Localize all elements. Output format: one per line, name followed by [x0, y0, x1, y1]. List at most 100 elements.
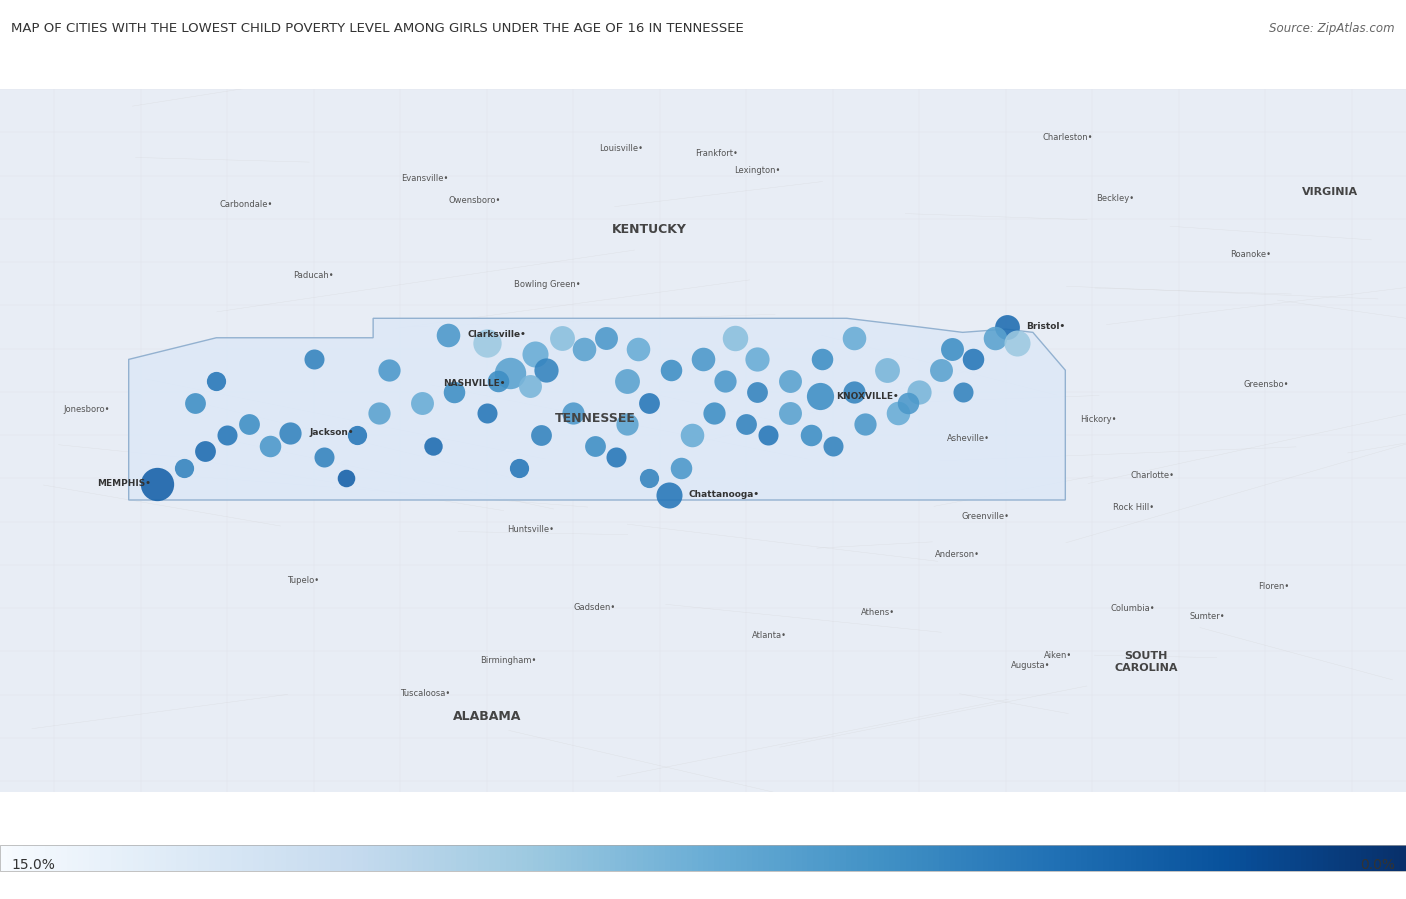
Point	[713, 374, 735, 388]
Text: Huntsville•: Huntsville•	[508, 525, 554, 534]
Text: Tuscaloosa•: Tuscaloosa•	[399, 690, 450, 699]
Point	[627, 342, 650, 356]
Text: 0.0%: 0.0%	[1360, 858, 1395, 872]
Text: 15.0%: 15.0%	[11, 858, 55, 872]
Point	[314, 450, 336, 464]
Point	[638, 471, 661, 485]
Point	[897, 396, 920, 410]
Text: Evansville•: Evansville•	[401, 174, 449, 183]
Text: Lexington•: Lexington•	[734, 165, 780, 174]
Point	[779, 374, 801, 388]
Point	[562, 406, 585, 421]
Point	[475, 406, 498, 421]
Point	[422, 439, 444, 453]
Text: Charlotte•: Charlotte•	[1130, 470, 1175, 480]
Point	[583, 439, 606, 453]
Text: Louisville•: Louisville•	[599, 144, 643, 153]
Text: Hickory•: Hickory•	[1081, 415, 1118, 424]
Text: NASHVILLE•: NASHVILLE•	[443, 378, 505, 387]
Point	[278, 426, 301, 441]
Point	[756, 428, 779, 442]
Text: Frankfort•: Frankfort•	[696, 149, 738, 158]
Point	[499, 366, 522, 380]
Point	[800, 428, 823, 442]
Point	[436, 327, 458, 342]
Polygon shape	[129, 318, 1066, 500]
Bar	[0, 845, 1406, 871]
Text: Charleston•: Charleston•	[1042, 133, 1092, 142]
Point	[779, 406, 801, 421]
Point	[745, 352, 768, 367]
Text: Columbia•: Columbia•	[1111, 603, 1154, 612]
Point	[530, 428, 553, 442]
Text: Rock Hill•: Rock Hill•	[1114, 503, 1154, 512]
Text: Chattanooga•: Chattanooga•	[689, 490, 759, 499]
Point	[183, 396, 205, 410]
Text: Source: ZipAtlas.com: Source: ZipAtlas.com	[1270, 22, 1395, 35]
Point	[217, 428, 239, 442]
Point	[703, 406, 725, 421]
Text: Birmingham•: Birmingham•	[479, 655, 537, 664]
Text: Carbondale•: Carbondale•	[219, 200, 273, 209]
Text: Gadsden•: Gadsden•	[574, 602, 616, 611]
Text: ALABAMA: ALABAMA	[453, 710, 520, 723]
Point	[908, 385, 931, 399]
Point	[962, 352, 984, 367]
Point	[346, 428, 368, 442]
Point	[486, 374, 509, 388]
Point	[941, 342, 963, 356]
Text: Greenville•: Greenville•	[962, 512, 1010, 521]
Point	[811, 352, 834, 367]
Point	[671, 460, 693, 475]
Point	[724, 331, 747, 345]
Point	[853, 417, 876, 432]
Text: Bowling Green•: Bowling Green•	[515, 280, 581, 289]
Point	[146, 476, 169, 491]
Point	[411, 396, 433, 410]
Point	[519, 379, 541, 394]
Point	[443, 385, 465, 399]
Text: Floren•: Floren•	[1258, 582, 1289, 591]
Text: Roanoke•: Roanoke•	[1230, 250, 1271, 259]
Text: Paducah•: Paducah•	[294, 271, 335, 280]
Text: Asheville•: Asheville•	[946, 434, 990, 443]
Point	[735, 417, 758, 432]
Point	[995, 320, 1018, 334]
Text: Beckley•: Beckley•	[1097, 194, 1135, 203]
Text: Jonesboro•: Jonesboro•	[63, 405, 110, 414]
Point	[692, 352, 714, 367]
Point	[745, 385, 768, 399]
Point	[302, 352, 325, 367]
Text: Jackson•: Jackson•	[309, 429, 354, 438]
Point	[681, 428, 703, 442]
Point	[659, 363, 682, 378]
Point	[876, 363, 898, 378]
Point	[605, 450, 627, 464]
Point	[194, 444, 217, 458]
Point	[658, 487, 681, 502]
Text: Owensboro•: Owensboro•	[449, 196, 501, 205]
Point	[378, 363, 401, 378]
Text: Clarksville•: Clarksville•	[467, 330, 526, 339]
Point	[551, 331, 574, 345]
Text: TENNESSEE: TENNESSEE	[554, 413, 636, 425]
Text: Tupelo•: Tupelo•	[287, 575, 319, 584]
Point	[238, 417, 260, 432]
Point	[844, 385, 866, 399]
Text: MEMPHIS•: MEMPHIS•	[97, 479, 152, 488]
Text: KENTUCKY: KENTUCKY	[612, 223, 686, 236]
Point	[1005, 336, 1028, 351]
Text: Greensbo•: Greensbo•	[1244, 379, 1289, 388]
Point	[952, 385, 974, 399]
Point	[524, 347, 547, 361]
Point	[367, 406, 389, 421]
Point	[572, 342, 595, 356]
Point	[886, 406, 908, 421]
Point	[259, 439, 281, 453]
Text: MAP OF CITIES WITH THE LOWEST CHILD POVERTY LEVEL AMONG GIRLS UNDER THE AGE OF 1: MAP OF CITIES WITH THE LOWEST CHILD POVE…	[11, 22, 744, 35]
Point	[616, 374, 638, 388]
Point	[475, 336, 498, 351]
Point	[638, 396, 661, 410]
Point	[844, 331, 866, 345]
Point	[595, 331, 617, 345]
